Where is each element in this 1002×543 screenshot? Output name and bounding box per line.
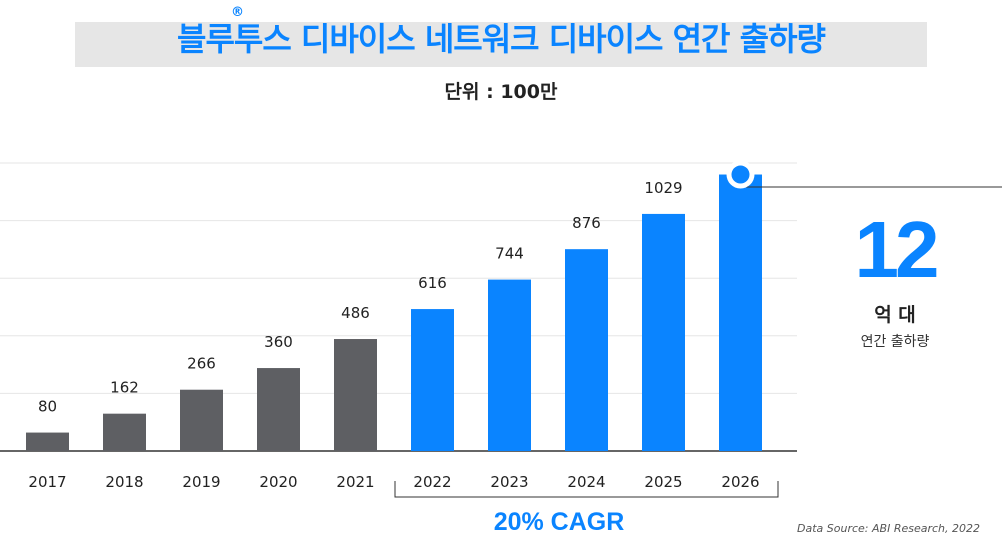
- unit-label: 단위 : 100만: [444, 81, 558, 103]
- bar-2020: [257, 368, 300, 451]
- bar-2021: [334, 339, 377, 451]
- cagr-bracket: [394, 481, 779, 498]
- data-source: Data Source: ABI Research, 2022: [797, 522, 980, 535]
- bar-2018: [103, 413, 146, 451]
- tick-label-2018: 2018: [105, 473, 143, 491]
- bar-2024: [565, 249, 608, 451]
- callout-caption: 연간 출하량: [860, 334, 930, 350]
- bar-2022: [411, 309, 454, 451]
- title-band: [75, 22, 927, 67]
- data-label-2019: 266: [187, 355, 216, 373]
- data-label-2018: 162: [110, 379, 139, 397]
- tick-label-2019: 2019: [182, 473, 220, 491]
- data-label-2017: 80: [38, 398, 57, 416]
- data-label-2022: 616: [418, 274, 447, 292]
- callout-unit: 억 대: [874, 304, 916, 326]
- registered-mark: ®: [231, 5, 244, 20]
- bar-2026: [719, 174, 762, 451]
- cagr-label: 20% CAGR: [493, 508, 625, 536]
- data-label-2021: 486: [341, 304, 370, 322]
- chart-title: 블루투스 디바이스 네트워크 디바이스 연간 출하량: [177, 20, 826, 58]
- bar-2025: [642, 213, 685, 451]
- bar-2019: [180, 389, 223, 451]
- marker-dot: [731, 165, 750, 184]
- tick-label-2017: 2017: [28, 473, 66, 491]
- tick-label-2025: 2025: [644, 473, 682, 491]
- tick-label-2024: 2024: [567, 473, 605, 491]
- bar-2023: [488, 279, 531, 451]
- data-label-2025: 1029: [644, 179, 682, 197]
- bar-2017: [26, 432, 69, 451]
- tick-label-2026: 2026: [721, 473, 759, 491]
- tick-label-2021: 2021: [336, 473, 374, 491]
- callout-value: 12: [854, 205, 940, 294]
- data-label-2020: 360: [264, 333, 293, 351]
- tick-label-2020: 2020: [259, 473, 297, 491]
- data-label-2023: 744: [495, 245, 524, 263]
- tick-label-2022: 2022: [413, 473, 451, 491]
- data-label-2024: 876: [572, 214, 601, 232]
- tick-label-2023: 2023: [490, 473, 528, 491]
